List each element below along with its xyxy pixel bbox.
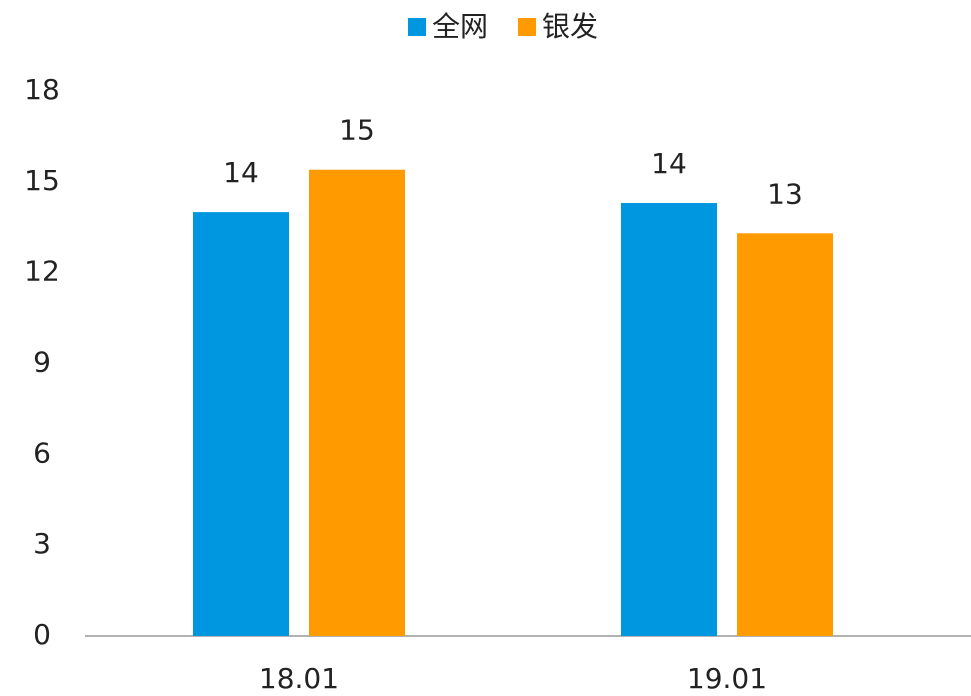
bar <box>309 169 405 636</box>
bar <box>737 233 833 637</box>
legend-swatch <box>408 18 426 36</box>
y-tick-label: 6 <box>33 436 51 469</box>
x-tick-label: 18.01 <box>259 662 339 695</box>
y-tick-label: 15 <box>24 164 60 197</box>
value-label: 14 <box>651 147 687 180</box>
legend-label: 银发 <box>542 10 598 43</box>
value-label: 14 <box>223 156 259 189</box>
y-tick-label: 12 <box>24 255 60 288</box>
y-tick-label: 3 <box>33 527 51 560</box>
bar <box>193 212 289 636</box>
y-tick-label: 18 <box>24 73 60 106</box>
y-tick-label: 0 <box>33 618 51 651</box>
value-label: 13 <box>767 177 803 210</box>
x-tick-label: 19.01 <box>687 662 767 695</box>
y-tick-label: 9 <box>33 346 51 379</box>
legend-label: 全网 <box>432 10 488 43</box>
legend-swatch <box>518 18 536 36</box>
bar <box>621 203 717 636</box>
value-label: 15 <box>339 114 375 147</box>
